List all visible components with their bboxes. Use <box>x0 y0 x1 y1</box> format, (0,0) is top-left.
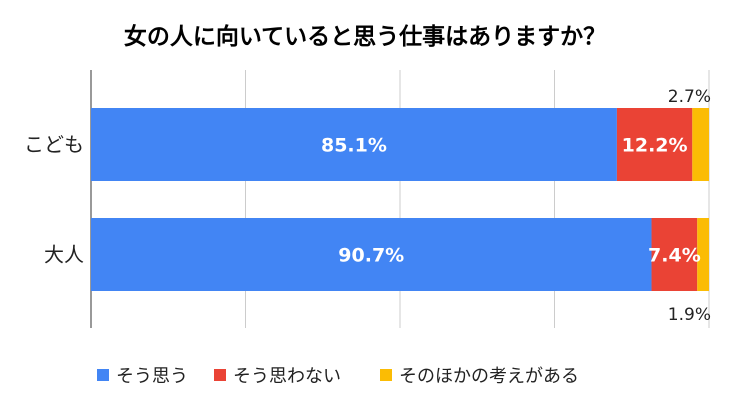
data-labels: 85.1% 12.2% 2.7% 90.7% 7.4% 1.9% <box>321 87 711 325</box>
category-label-大人: 大人 <box>44 243 84 267</box>
legend-swatch-そう思わない <box>214 369 226 381</box>
data-label-大人-そう思わない: 7.4% <box>648 245 701 267</box>
legend-label-そう思う: そう思う <box>116 366 188 387</box>
bar-大人-そう思わない <box>651 218 698 291</box>
data-label-こども-そう思わない: 12.2% <box>622 135 688 157</box>
bar-こども-そう思う <box>91 108 617 181</box>
bars <box>91 108 709 291</box>
legend: そう思う そう思わない そのほかの考えがある <box>97 366 579 387</box>
bar-こども-そのほかの考えがある <box>692 108 709 181</box>
data-label-こども-そう思う: 85.1% <box>321 135 387 157</box>
legend-swatch-そのほかの考えがある <box>380 369 392 381</box>
bar-大人-そう思う <box>91 218 652 291</box>
category-label-こども: こども <box>24 133 84 157</box>
legend-swatch-そう思う <box>97 369 109 381</box>
legend-label-そのほかの考えがある: そのほかの考えがある <box>399 366 579 387</box>
chart-title: 女の人に向いていると思う仕事はありますか？ <box>124 23 606 50</box>
data-label-こども-そのほかの考えがある: 2.7% <box>668 87 711 107</box>
bar-こども-そう思わない <box>616 108 693 181</box>
data-label-大人-そのほかの考えがある: 1.9% <box>668 305 711 325</box>
data-label-大人-そう思う: 90.7% <box>338 245 404 267</box>
bar-大人-そのほかの考えがある <box>697 218 709 291</box>
legend-label-そう思わない: そう思わない <box>233 366 341 387</box>
